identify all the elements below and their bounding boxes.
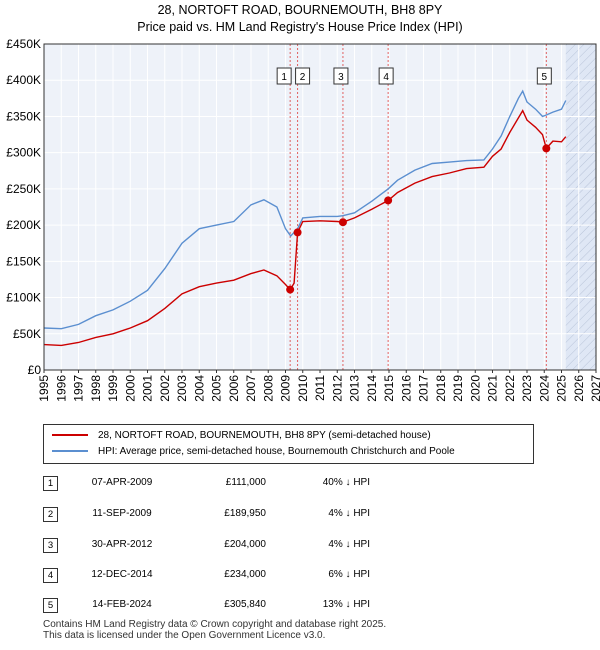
legend-line-hpi <box>52 450 88 453</box>
x-tick-label: 2025 <box>555 375 569 402</box>
sale-number-label: 3 <box>338 72 344 83</box>
x-tick-label: 2003 <box>175 375 189 402</box>
chart-title-address: 28, NORTOFT ROAD, BOURNEMOUTH, BH8 8PY <box>157 3 443 17</box>
footer-copyright: Contains HM Land Registry data © Crown c… <box>43 619 387 630</box>
y-tick-label: £150K <box>6 254 41 268</box>
x-tick-label: 2023 <box>520 375 534 402</box>
legend-label-hpi: HPI: Average price, semi-detached house,… <box>98 446 455 457</box>
x-tick-label: 2026 <box>572 375 586 402</box>
transaction-date: 14-FEB-2024 <box>92 599 152 610</box>
y-tick-label: £250K <box>6 182 41 196</box>
y-tick-label: £100K <box>6 291 41 305</box>
transaction-date: 12-DEC-2014 <box>91 569 153 580</box>
sale-point <box>384 196 393 205</box>
transaction-hpi-diff: 13% ↓ HPI <box>322 599 370 610</box>
sale-number-box <box>276 67 292 85</box>
x-tick-label: 2011 <box>313 375 327 401</box>
x-tick-label: 2017 <box>417 375 431 402</box>
x-tick-label: 2002 <box>158 375 172 402</box>
x-tick-label: 2020 <box>468 375 482 402</box>
transaction-hpi-diff: 4% ↓ HPI <box>328 508 370 519</box>
x-tick-label: 2022 <box>503 375 517 402</box>
sale-point <box>286 285 295 294</box>
transaction-hpi-diff: 40% ↓ HPI <box>322 477 370 488</box>
transaction-price: £204,000 <box>224 539 266 550</box>
sale-number-box <box>378 67 394 85</box>
sale-number-box <box>295 67 311 85</box>
y-tick-label: £0 <box>28 363 42 377</box>
forecast-hatch <box>565 44 596 370</box>
legend-item-property: 28, NORTOFT ROAD, BOURNEMOUTH, BH8 8PY (… <box>52 429 431 443</box>
sale-point <box>293 228 302 237</box>
transaction-date: 11-SEP-2009 <box>92 508 152 519</box>
table-row: 4 12-DEC-2014 £234,000 6% ↓ HPI <box>0 566 600 584</box>
x-tick-label: 1996 <box>54 375 68 402</box>
sale-number-label: 2 <box>300 72 306 83</box>
chart-subtitle: Price paid vs. HM Land Registry's House … <box>137 20 463 34</box>
table-row: 5 14-FEB-2024 £305,840 13% ↓ HPI <box>0 596 600 614</box>
transaction-number: 4 <box>43 568 58 583</box>
x-tick-label: 1999 <box>106 375 120 402</box>
table-row: 3 30-APR-2012 £204,000 4% ↓ HPI <box>0 536 600 554</box>
x-tick-label: 2018 <box>434 375 448 402</box>
x-tick-label: 1997 <box>72 375 86 402</box>
transaction-price: £234,000 <box>224 569 266 580</box>
sale-point <box>338 218 347 227</box>
transaction-hpi-diff: 4% ↓ HPI <box>328 539 370 550</box>
transaction-price: £111,000 <box>225 477 266 488</box>
x-tick-label: 2019 <box>451 375 465 402</box>
y-tick-label: £450K <box>6 37 41 51</box>
transaction-number: 1 <box>43 476 58 491</box>
series-line-hpi <box>43 89 567 330</box>
x-tick-label: 2005 <box>210 375 224 402</box>
x-tick-label: 2000 <box>123 375 137 402</box>
x-tick-label: 2001 <box>141 375 155 402</box>
y-tick-label: £50K <box>13 327 41 341</box>
x-tick-label: 2021 <box>486 375 500 402</box>
sale-number-label: 1 <box>281 72 287 83</box>
x-tick-label: 2014 <box>365 375 379 402</box>
chart-legend: 28, NORTOFT ROAD, BOURNEMOUTH, BH8 8PY (… <box>43 424 534 464</box>
transaction-hpi-diff: 6% ↓ HPI <box>328 569 370 580</box>
y-tick-label: £400K <box>6 73 41 87</box>
x-tick-label: 1995 <box>37 375 51 402</box>
legend-item-hpi: HPI: Average price, semi-detached house,… <box>52 445 455 459</box>
x-tick-label: 2009 <box>279 375 293 402</box>
transaction-number: 5 <box>43 598 58 613</box>
y-tick-label: £200K <box>6 218 41 232</box>
legend-label-property: 28, NORTOFT ROAD, BOURNEMOUTH, BH8 8PY (… <box>98 430 431 441</box>
x-tick-label: 2007 <box>244 375 258 402</box>
transaction-date: 30-APR-2012 <box>91 539 153 550</box>
x-tick-label: 2024 <box>537 375 551 402</box>
y-tick-label: £300K <box>6 146 41 160</box>
sale-number-label: 4 <box>383 72 389 83</box>
x-tick-label: 2013 <box>348 375 362 402</box>
x-tick-label: 2010 <box>296 375 310 402</box>
x-tick-label: 2006 <box>227 375 241 402</box>
transaction-number: 3 <box>43 538 58 553</box>
table-row: 1 07-APR-2009 £111,000 40% ↓ HPI <box>0 474 600 492</box>
transaction-price: £305,840 <box>224 599 266 610</box>
legend-line-property <box>52 434 88 437</box>
price-chart: £0 £50K £100K £150K £200K £250K £300K £350K £400… <box>6 37 600 402</box>
transaction-price: £189,950 <box>224 508 266 519</box>
plot-frame <box>43 43 597 371</box>
x-tick-label: 1998 <box>89 375 103 402</box>
sale-number-box <box>333 67 349 85</box>
sale-number-box <box>536 67 552 85</box>
transaction-date: 07-APR-2009 <box>91 477 153 488</box>
x-tick-label: 2004 <box>192 375 206 402</box>
transaction-number: 2 <box>43 507 58 522</box>
x-tick-label: 2016 <box>399 375 413 402</box>
sale-point <box>542 144 551 153</box>
y-tick-label: £350K <box>6 109 41 123</box>
footer-license: This data is licensed under the Open Gov… <box>43 630 326 641</box>
sale-number-label: 5 <box>542 72 548 83</box>
x-tick-label: 2015 <box>382 375 396 402</box>
table-row: 2 11-SEP-2009 £189,950 4% ↓ HPI <box>0 505 600 523</box>
x-tick-label: 2012 <box>330 375 344 402</box>
x-tick-label: 2027 <box>589 375 600 402</box>
x-tick-label: 2008 <box>261 375 275 402</box>
